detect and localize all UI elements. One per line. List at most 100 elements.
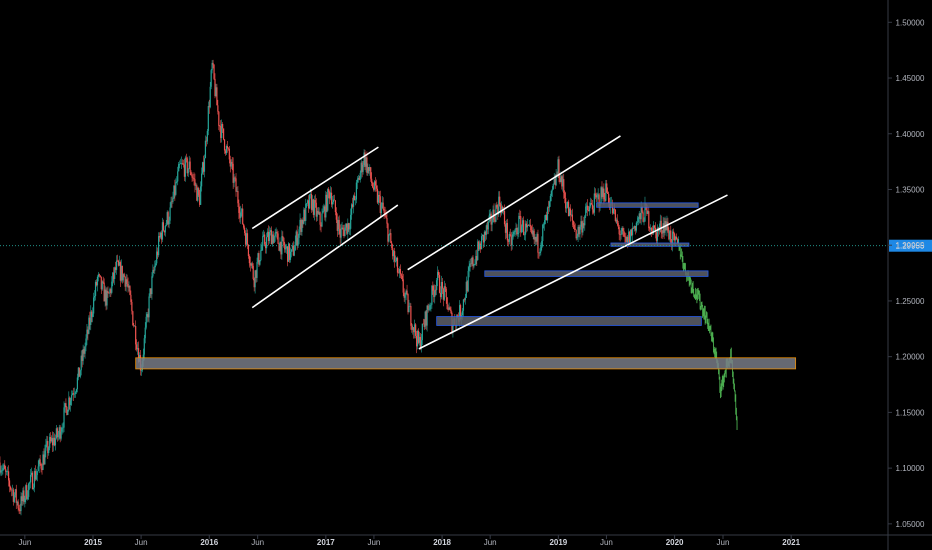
candle-down xyxy=(255,270,257,278)
candle-down xyxy=(41,468,43,470)
candle-up xyxy=(79,370,81,377)
candle-down xyxy=(235,178,237,192)
candle-up xyxy=(262,236,264,247)
candle-up xyxy=(345,223,347,228)
candle-down xyxy=(472,257,474,267)
y-tick-label: 1.35000 xyxy=(896,185,925,194)
candle-down xyxy=(371,178,373,184)
candle-up xyxy=(508,234,510,242)
candle-up xyxy=(297,237,299,246)
candle-up xyxy=(7,471,9,472)
candle-down xyxy=(317,210,319,214)
channel-2018-lower[interactable] xyxy=(418,194,728,350)
candle-down xyxy=(43,454,45,465)
zone-1-275[interactable] xyxy=(484,270,709,277)
zone-1-195[interactable] xyxy=(135,357,797,370)
candle-up xyxy=(352,195,355,207)
candle-up xyxy=(459,305,461,322)
candle-down xyxy=(670,230,672,243)
candle-down xyxy=(218,111,220,126)
candle-down xyxy=(26,485,28,500)
candle-down xyxy=(527,224,530,226)
candle-down xyxy=(343,229,345,237)
candle-down xyxy=(449,307,451,310)
candle-down xyxy=(10,489,13,491)
channel-2016-lower[interactable] xyxy=(251,204,399,309)
candle-down xyxy=(113,272,115,279)
candle-up xyxy=(473,264,475,267)
candle-up xyxy=(566,207,568,209)
candle-up xyxy=(340,228,342,238)
candle-down xyxy=(463,299,465,301)
candle-down xyxy=(374,181,377,186)
candle-down xyxy=(641,207,643,213)
candle-up xyxy=(33,471,35,488)
zone-layer[interactable] xyxy=(135,202,797,370)
candle-up xyxy=(82,349,84,361)
candle-up xyxy=(114,267,116,279)
candle-up xyxy=(94,281,97,296)
candle-down xyxy=(89,317,91,325)
candle-down xyxy=(333,199,336,201)
channel-2018-upper[interactable] xyxy=(407,135,621,271)
candle-up xyxy=(404,294,406,298)
candle-down xyxy=(39,459,41,464)
candle-up xyxy=(635,222,637,231)
candle-down xyxy=(342,227,344,230)
candle-up xyxy=(512,234,514,238)
candle-down xyxy=(379,196,381,214)
candle-down xyxy=(220,126,222,138)
candle-down xyxy=(288,243,291,260)
candle-up xyxy=(330,192,332,199)
candle-down xyxy=(98,274,100,276)
candle-up xyxy=(589,203,592,207)
candle-up xyxy=(477,241,479,260)
candle-up xyxy=(2,468,4,471)
candle-down xyxy=(185,157,187,159)
candle-up xyxy=(58,427,60,435)
candle-up xyxy=(436,280,438,290)
trendline-layer[interactable] xyxy=(251,135,728,350)
candle-down xyxy=(402,279,404,293)
candle-up xyxy=(22,490,24,502)
candle-up xyxy=(52,437,55,446)
candle-up xyxy=(46,441,48,445)
zone-1-30[interactable] xyxy=(610,242,690,247)
candle-down xyxy=(450,309,452,313)
candle-down xyxy=(9,486,12,490)
candle-down xyxy=(676,239,679,244)
candle-down xyxy=(100,276,102,290)
candle-up xyxy=(528,224,530,226)
candle-down xyxy=(244,227,246,233)
candle-up xyxy=(290,249,293,252)
x-tick-label: Jun xyxy=(18,538,31,547)
candle-up xyxy=(395,257,398,262)
candle-down xyxy=(237,191,239,204)
candle-up xyxy=(35,475,37,480)
candle-up xyxy=(68,397,70,411)
candle-down xyxy=(476,256,478,260)
candle-up xyxy=(221,124,223,138)
candle-up xyxy=(437,271,439,281)
candle-down xyxy=(530,226,532,231)
candle-up xyxy=(298,229,300,238)
candle-down xyxy=(673,231,675,234)
candle-down xyxy=(163,230,165,233)
candle-up xyxy=(273,236,275,243)
candle-up xyxy=(259,260,261,265)
candle-up xyxy=(674,236,677,241)
candle-up xyxy=(672,231,674,246)
candle-down xyxy=(480,243,482,250)
candle-down xyxy=(558,159,560,179)
zone-1-23[interactable] xyxy=(436,316,702,326)
candle-up xyxy=(650,227,652,230)
candle-up xyxy=(545,214,547,221)
candle-down xyxy=(95,281,98,286)
candle-down xyxy=(223,139,226,151)
candle-up xyxy=(54,438,57,446)
channel-2016-upper[interactable] xyxy=(251,146,379,230)
zone-1-33[interactable] xyxy=(596,202,699,208)
candle-down xyxy=(592,209,594,213)
candle-down xyxy=(410,305,412,326)
